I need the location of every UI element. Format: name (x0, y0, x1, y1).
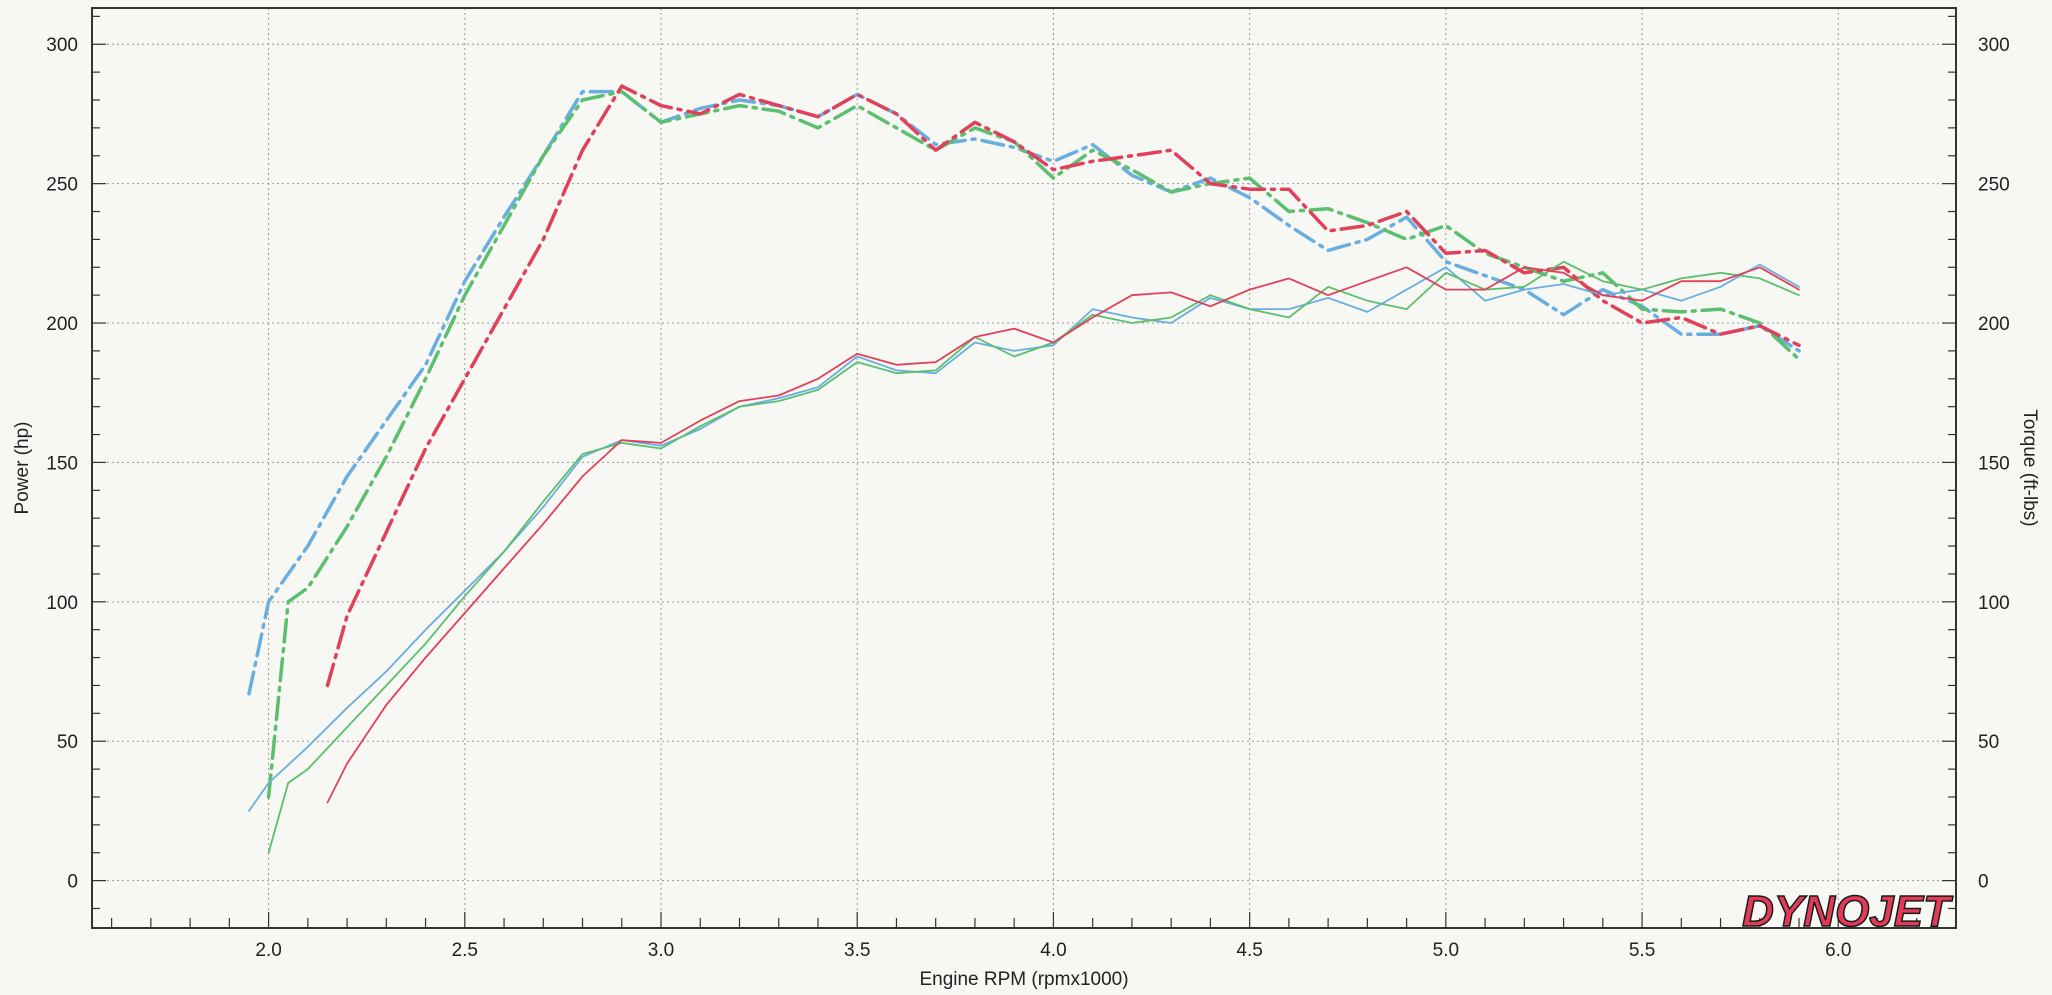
y-tick-label-left: 100 (46, 593, 78, 614)
series-line (248, 263, 1800, 812)
y-tick-label-right: 0 (1978, 872, 1989, 893)
series-line (267, 260, 1800, 854)
y-tick-label-right: 300 (1978, 35, 2010, 56)
y-tick-label-left: 50 (57, 732, 78, 753)
y-tick-label-left: 250 (46, 175, 78, 196)
y-tick-label-right: 150 (1978, 453, 2010, 474)
y-tick-label-right: 100 (1978, 593, 2010, 614)
series-line (247, 89, 1801, 696)
y-axis-title-left: Power (hp) (12, 422, 33, 515)
x-tick-label: 6.0 (1825, 940, 1851, 961)
y-tick-label-left: 0 (67, 872, 78, 893)
x-tick-label: 4.0 (1040, 940, 1066, 961)
dynojet-logo: DYNOJET (1742, 887, 1953, 936)
x-tick-label: 4.5 (1236, 940, 1262, 961)
y-tick-label-left: 300 (46, 35, 78, 56)
y-tick-label-right: 50 (1978, 732, 1999, 753)
plot-frame (91, 7, 1957, 929)
y-tick-label-left: 150 (46, 453, 78, 474)
y-tick-label-right: 250 (1978, 175, 2010, 196)
x-tick-label: 5.5 (1629, 940, 1655, 961)
x-tick-label: 3.5 (844, 940, 870, 961)
x-tick-label: 2.0 (255, 940, 281, 961)
y-ticks: 0 0 50 50 100 100 150 150 200 200 250 250 300 300 (46, 15, 2010, 910)
y-tick-label-right: 200 (1978, 314, 2010, 335)
series-layer (247, 84, 1801, 854)
x-tick-label: 3.0 (648, 940, 674, 961)
x-tick-label: 5.0 (1433, 940, 1459, 961)
y-tick-label-left: 200 (46, 314, 78, 335)
y-axis-title-right: Torque (ft-lbs) (2019, 409, 2040, 526)
grid (92, 8, 1956, 928)
x-axis-title: Engine RPM (rpmx1000) (919, 969, 1128, 990)
x-ticks: 2.0 2.5 3.0 3.5 4.0 4.5 5.0 5.5 6.0 (111, 912, 1918, 961)
x-tick-label: 2.5 (452, 940, 478, 961)
series-line (326, 266, 1800, 804)
